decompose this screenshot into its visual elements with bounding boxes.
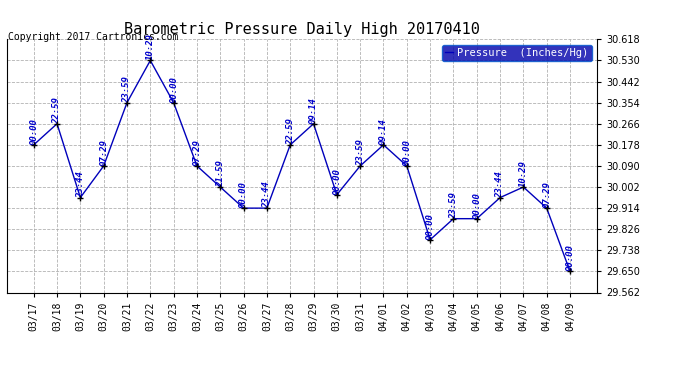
Text: 07:29: 07:29: [99, 139, 108, 166]
Text: 23:59: 23:59: [123, 76, 132, 103]
Text: 23:44: 23:44: [262, 181, 271, 208]
Title: Barometric Pressure Daily High 20170410: Barometric Pressure Daily High 20170410: [124, 22, 480, 37]
Text: Copyright 2017 Cartronics.com: Copyright 2017 Cartronics.com: [8, 32, 179, 42]
Text: 23:44: 23:44: [495, 171, 504, 198]
Text: 09:14: 09:14: [379, 118, 388, 145]
Text: 00:00: 00:00: [426, 213, 435, 240]
Text: 00:00: 00:00: [566, 244, 575, 272]
Text: 10:29: 10:29: [146, 34, 155, 60]
Text: 00:00: 00:00: [169, 76, 178, 103]
Text: 21:59: 21:59: [216, 160, 225, 187]
Text: 00:00: 00:00: [472, 192, 481, 219]
Legend: Pressure  (Inches/Hg): Pressure (Inches/Hg): [442, 45, 591, 61]
Text: 00:00: 00:00: [402, 139, 411, 166]
Text: 00:00: 00:00: [239, 181, 248, 208]
Text: 10:29: 10:29: [519, 160, 528, 187]
Text: 22:59: 22:59: [52, 97, 61, 124]
Text: 23:59: 23:59: [449, 192, 458, 219]
Text: 00:00: 00:00: [29, 118, 38, 145]
Text: 00:00: 00:00: [333, 168, 342, 195]
Text: 23:44: 23:44: [76, 171, 85, 198]
Text: 09:14: 09:14: [309, 97, 318, 124]
Text: 07:29: 07:29: [193, 139, 201, 166]
Text: 23:59: 23:59: [355, 139, 365, 166]
Text: 22:59: 22:59: [286, 118, 295, 145]
Text: 07:29: 07:29: [542, 181, 551, 208]
